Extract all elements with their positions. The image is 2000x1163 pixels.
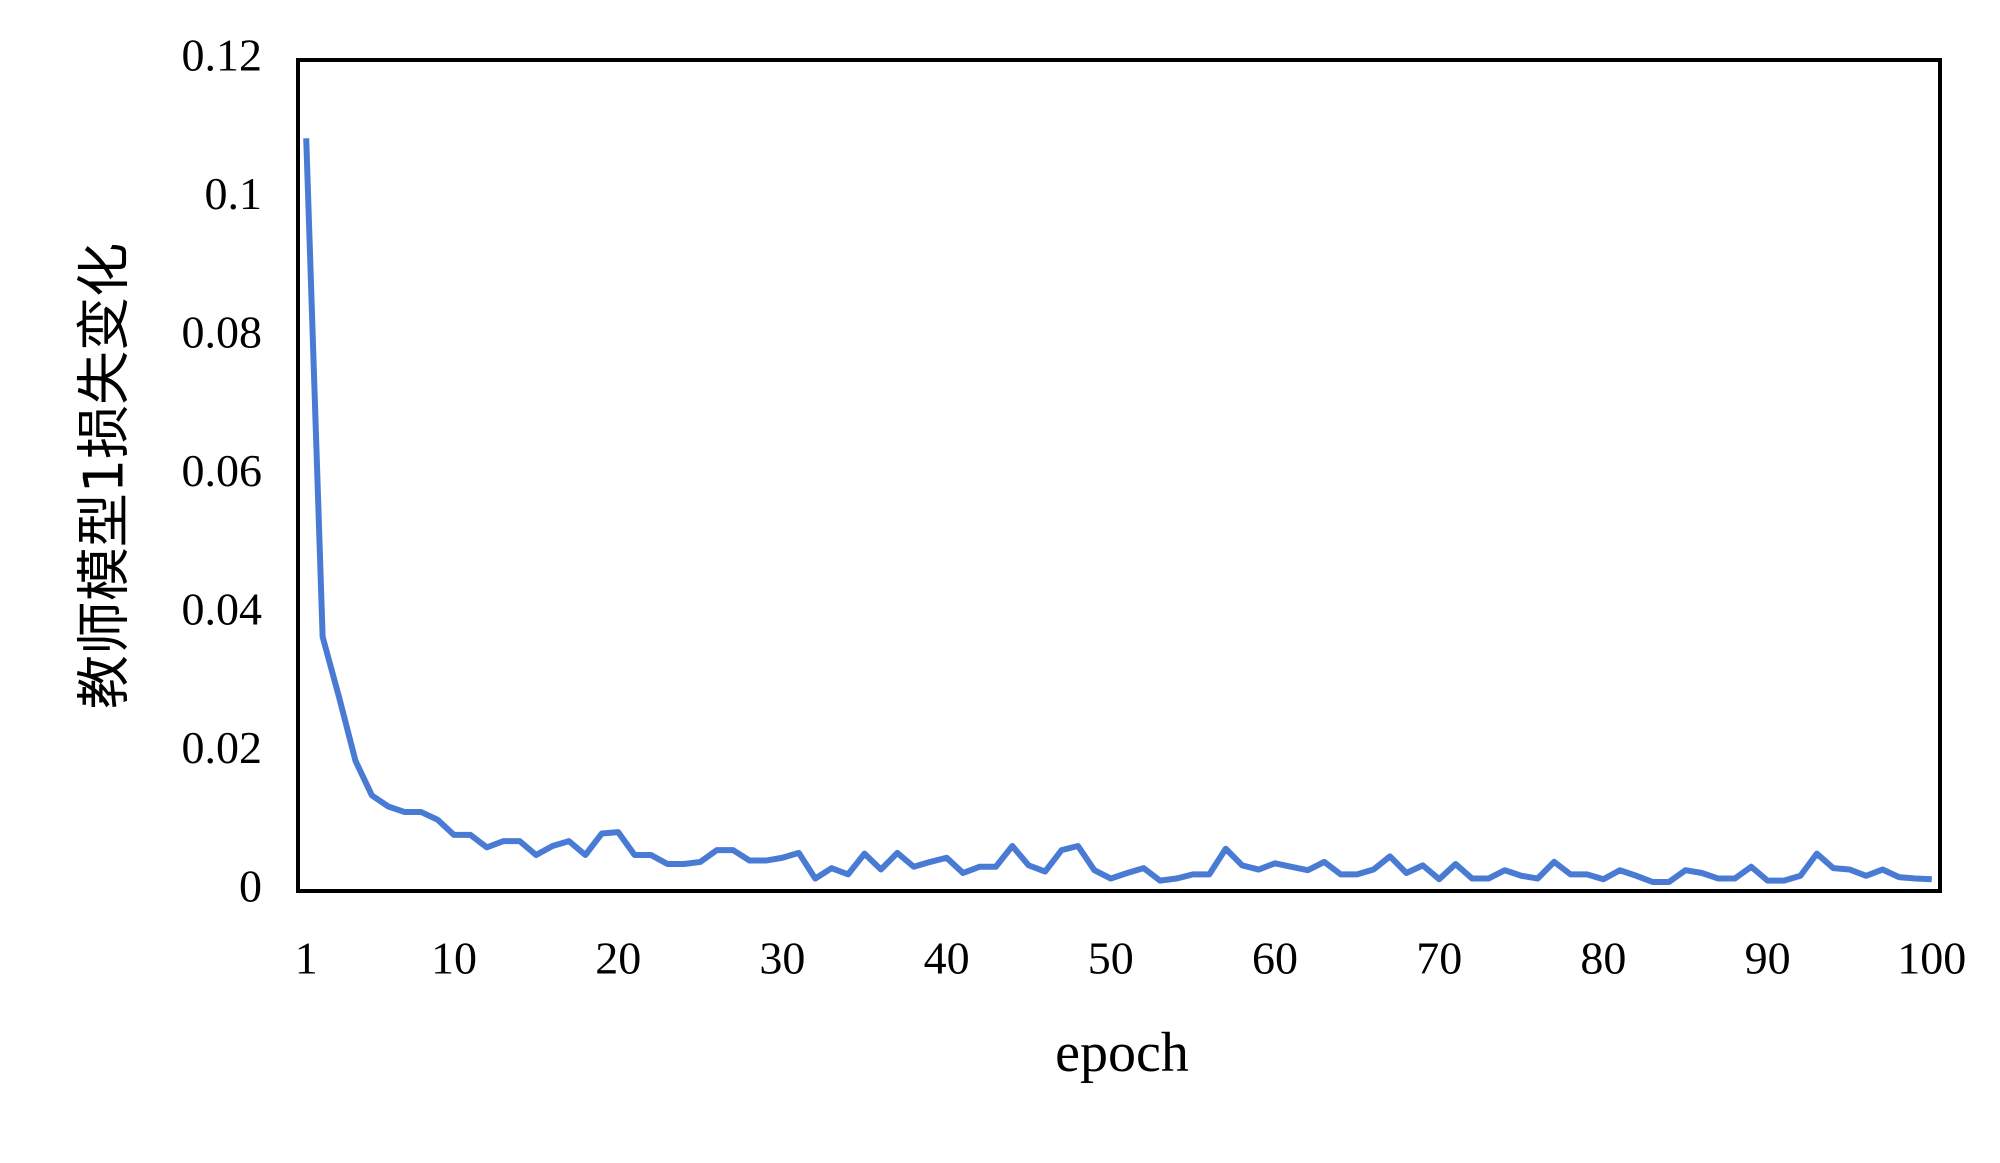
- y-tick-label: 0.06: [182, 445, 263, 496]
- x-axis-label: epoch: [1055, 1022, 1189, 1084]
- y-tick-label: 0: [239, 861, 262, 912]
- y-tick-label: 0.08: [182, 307, 263, 358]
- line-series: [303, 138, 1932, 885]
- y-tick-label: 0.1: [205, 168, 263, 219]
- x-tick-label: 10: [431, 933, 477, 984]
- x-tick-label: 20: [595, 933, 641, 984]
- x-tick-label: 50: [1088, 933, 1134, 984]
- x-tick-label: 80: [1580, 933, 1626, 984]
- y-tick-label: 0.04: [182, 584, 263, 635]
- x-tick-label: 30: [759, 933, 805, 984]
- x-tick-label: 100: [1897, 933, 1966, 984]
- x-tick-label: 60: [1252, 933, 1298, 984]
- plot-frame: [296, 58, 1942, 893]
- x-tick-label: 70: [1416, 933, 1462, 984]
- y-axis-label: 教师模型1损失变化: [73, 243, 136, 709]
- y-tick-label: 0.12: [182, 30, 263, 81]
- x-tick-label: 90: [1745, 933, 1791, 984]
- x-tick-label: 1: [295, 933, 318, 984]
- y-tick-label: 0.02: [182, 722, 263, 773]
- x-tick-label: 40: [924, 933, 970, 984]
